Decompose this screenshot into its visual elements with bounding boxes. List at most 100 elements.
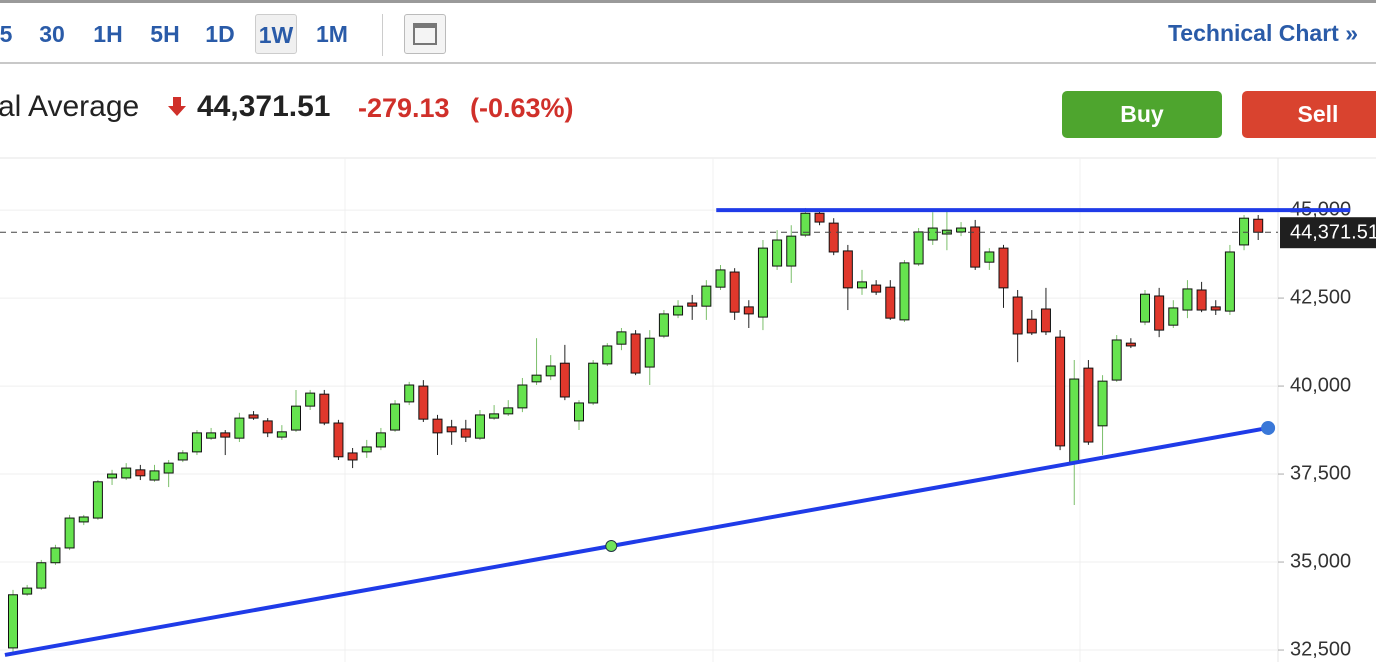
candle-body (786, 235, 797, 267)
link-icon: » (1345, 20, 1358, 46)
candle-body (135, 469, 146, 477)
candle-body (78, 516, 89, 523)
candle-body (772, 239, 783, 267)
candle-body (715, 269, 726, 288)
candle-body (489, 413, 500, 419)
y-tick-label: 37,500 (1290, 462, 1351, 484)
candle-body (956, 227, 967, 233)
candle-body (517, 384, 528, 409)
timeframe-tab[interactable]: 1H (93, 21, 123, 47)
last-price-box (1280, 217, 1376, 249)
candle-body (503, 407, 514, 415)
timeframe-tab[interactable]: 5 (0, 21, 13, 47)
candle-body (191, 432, 202, 453)
candle-body (1069, 378, 1080, 464)
candle-body (743, 306, 754, 315)
candle-body (814, 212, 825, 223)
candle-body (1111, 339, 1122, 381)
candle-body (291, 405, 301, 431)
candle-body (842, 250, 853, 289)
last-price-label: 44,371.51 (1290, 221, 1376, 243)
candle-body (121, 467, 132, 479)
timeframe-tab[interactable]: 30 (39, 21, 65, 47)
candle-body (64, 517, 75, 549)
candle-body (1140, 293, 1150, 323)
sell-button[interactable]: Sell (1242, 91, 1376, 138)
candle-body (588, 362, 599, 404)
candle-body (1125, 342, 1136, 347)
candle-body (1083, 367, 1094, 443)
buy-button[interactable]: Buy (1062, 91, 1222, 138)
candle-body (347, 452, 358, 461)
quote-change: -279.13 (358, 93, 450, 123)
technical-chart-link[interactable]: Technical Chart » (1168, 20, 1358, 47)
candle-body (559, 362, 570, 398)
candle-body (177, 452, 188, 461)
candle-body (262, 420, 273, 434)
candle-body (531, 374, 542, 383)
candle-body (984, 251, 995, 263)
candle-body (50, 547, 61, 564)
candle-body (1097, 380, 1108, 427)
candle-body (644, 337, 655, 368)
candle-body (913, 231, 924, 265)
y-tick-label: 32,500 (1290, 638, 1351, 660)
candle-body (390, 403, 401, 431)
candle-body (107, 473, 118, 479)
candle-body (630, 333, 641, 374)
candle-body (432, 418, 443, 434)
candle-body (701, 285, 712, 307)
candle-body (1253, 218, 1264, 233)
candle-body (800, 212, 811, 236)
candle-body (446, 426, 457, 433)
candle-body (22, 587, 33, 595)
candle-body (1012, 296, 1023, 335)
candle-body (658, 313, 669, 337)
candle-body (998, 247, 1009, 289)
candle-body (361, 446, 372, 453)
candle-body (276, 431, 287, 438)
candle-body (729, 271, 740, 313)
candle-body (673, 305, 684, 316)
candle-body (1055, 336, 1066, 447)
candle-body (234, 417, 245, 439)
candle-body (474, 414, 485, 439)
timeframe-tab[interactable]: 5H (150, 21, 180, 47)
toolbar (0, 0, 1376, 64)
candle-body (602, 345, 613, 365)
candle-body (1210, 306, 1221, 311)
candle-body (1040, 308, 1051, 333)
candle-body (220, 432, 231, 438)
down-arrow (168, 97, 186, 116)
candle-body (149, 470, 160, 481)
timeframe-tab[interactable]: 1M (316, 21, 348, 47)
y-tick-label: 35,000 (1290, 550, 1351, 572)
layout-icon[interactable] (404, 14, 446, 54)
timeframe-tab[interactable]: 1W (255, 14, 297, 54)
trend-handle (605, 539, 618, 552)
candle-body (1026, 318, 1037, 334)
candle-body (8, 594, 18, 649)
candle-body (1182, 288, 1193, 311)
candle-body (460, 428, 471, 438)
candle-body (305, 392, 316, 407)
candle-body (1239, 217, 1250, 246)
separator (382, 14, 383, 56)
candle-body (36, 562, 47, 589)
candle-body (333, 422, 344, 458)
candle-body (92, 481, 103, 519)
candle-body (687, 302, 698, 307)
candle-body (545, 365, 556, 377)
candle-body (1168, 307, 1179, 326)
candle-body (871, 284, 882, 293)
candle-body (375, 432, 386, 448)
y-tick-label: 42,500 (1290, 286, 1351, 308)
timeframe-tab[interactable]: 1D (205, 21, 235, 47)
link-text: Technical Chart (1167, 20, 1339, 46)
candle-body (927, 227, 938, 241)
candle-body (970, 226, 981, 268)
trendline (4, 425, 1269, 657)
candle-body (574, 402, 584, 422)
quote-price: 44,371.51 (197, 90, 331, 123)
